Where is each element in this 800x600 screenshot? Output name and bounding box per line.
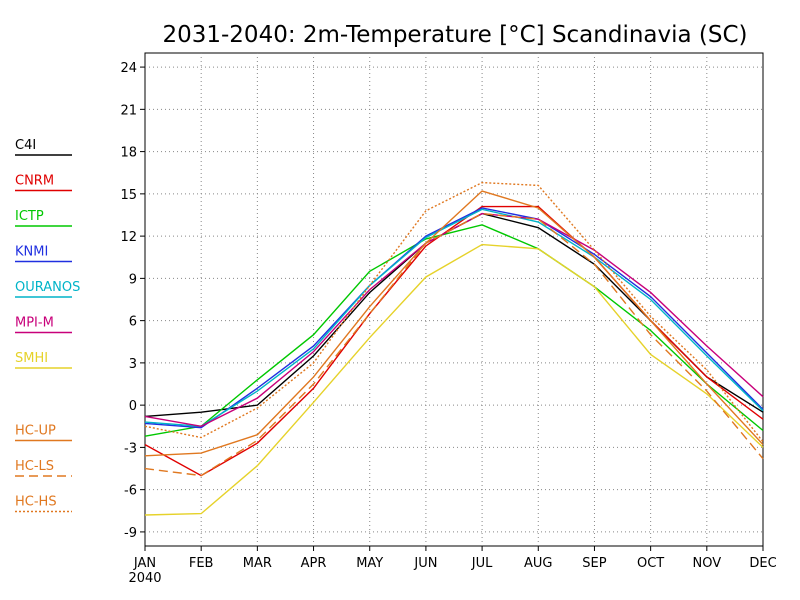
y-tick-label: 18	[120, 146, 137, 161]
series-line	[144, 243, 764, 516]
y-tick-label: -3	[124, 441, 137, 456]
legend-label: C4I	[15, 138, 36, 153]
series-line	[144, 224, 764, 437]
legend-label: OURANOS	[15, 280, 80, 295]
x-tick-label: JUL	[471, 556, 493, 571]
legend-label: HC-LS	[15, 459, 54, 474]
series-line	[144, 208, 764, 427]
x-tick-label: OCT	[637, 556, 664, 571]
x-tick-label: MAR	[243, 556, 272, 571]
y-tick-label: -9	[124, 526, 137, 541]
series-line	[144, 205, 764, 477]
chart-title: 2031-2040: 2m-Temperature [°C] Scandinav…	[162, 22, 747, 48]
x-tick-label: JUN	[413, 556, 437, 571]
legend-label: HC-UP	[15, 424, 56, 439]
legend-label: CNRM	[15, 174, 54, 189]
series-line	[144, 181, 764, 443]
series-line	[144, 190, 764, 457]
y-tick-label: 12	[120, 230, 137, 245]
legend-label: ICTP	[15, 209, 44, 224]
x-tick-label: SEP	[582, 556, 606, 571]
x-tick-label: APR	[301, 556, 327, 571]
legend-label: SMHI	[15, 351, 48, 366]
y-tick-label: 9	[129, 272, 137, 287]
x-tick-label: MAY	[356, 556, 383, 571]
plot-frame	[144, 52, 764, 547]
legend-label: MPI-M	[15, 316, 54, 331]
y-tick-label: 24	[120, 61, 137, 76]
y-tick-label: 6	[129, 315, 137, 330]
y-tick-label: 15	[120, 188, 137, 203]
x-tick-label: JAN	[133, 556, 156, 571]
y-tick-label: 21	[120, 103, 137, 118]
legend-label: KNMI	[15, 245, 48, 260]
x-tick-label: DEC	[749, 556, 776, 571]
x-tick-label: FEB	[189, 556, 214, 571]
y-tick-label: 3	[129, 357, 137, 372]
x-tick-label: AUG	[524, 556, 552, 571]
y-tick-label: 0	[129, 399, 137, 414]
series-line	[144, 207, 764, 429]
legend-label: HC-HS	[15, 495, 57, 510]
y-tick-label: -6	[124, 484, 137, 499]
x-tick-label: NOV	[693, 556, 722, 571]
x-sublabel: 2040	[128, 571, 161, 586]
series-line	[144, 212, 764, 418]
series-line	[144, 212, 764, 477]
